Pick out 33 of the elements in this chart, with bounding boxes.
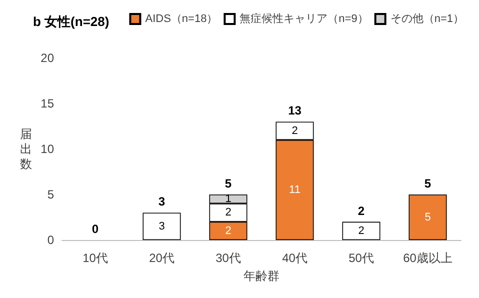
data-label: 2 xyxy=(225,224,232,237)
chart-title: b 女性(n=28) xyxy=(33,14,110,29)
data-label: 2 xyxy=(358,224,364,237)
bar xyxy=(408,194,447,240)
data-label: 2 xyxy=(292,124,298,137)
total-label: 0 xyxy=(92,222,99,236)
y-tick-label: 10 xyxy=(40,142,54,156)
legend-label: その他（n=1） xyxy=(390,13,464,25)
x-tick-label: 50代 xyxy=(348,251,374,265)
x-tick-label: 20代 xyxy=(149,251,174,265)
x-axis-title: 年齢群 xyxy=(244,269,280,283)
x-tick-label: 10代 xyxy=(82,251,108,265)
y-tick-label: 20 xyxy=(40,51,54,65)
y-axis-title: 届出数 xyxy=(20,127,32,171)
data-label: 11 xyxy=(289,184,300,196)
y-tick-label: 15 xyxy=(40,96,54,110)
data-label: 2 xyxy=(225,206,232,219)
bar xyxy=(142,212,181,240)
data-label: 3 xyxy=(158,220,165,232)
total-label: 5 xyxy=(224,176,232,190)
total-label: 2 xyxy=(358,204,365,218)
y-tick-label: 0 xyxy=(47,233,54,247)
legend-label: AIDS（n=18） xyxy=(145,13,218,25)
data-label: 5 xyxy=(424,211,431,224)
x-tick-label: 60歳以上 xyxy=(403,251,452,265)
total-label: 5 xyxy=(424,176,432,190)
legend-label: 無症候性キャリア（n=9） xyxy=(240,12,368,25)
total-label: 13 xyxy=(288,104,302,118)
x-tick-label: 30代 xyxy=(216,251,241,265)
bar xyxy=(342,222,380,240)
y-tick-label: 5 xyxy=(47,188,54,202)
total-label: 3 xyxy=(158,194,166,209)
x-tick-label: 40代 xyxy=(282,251,308,265)
